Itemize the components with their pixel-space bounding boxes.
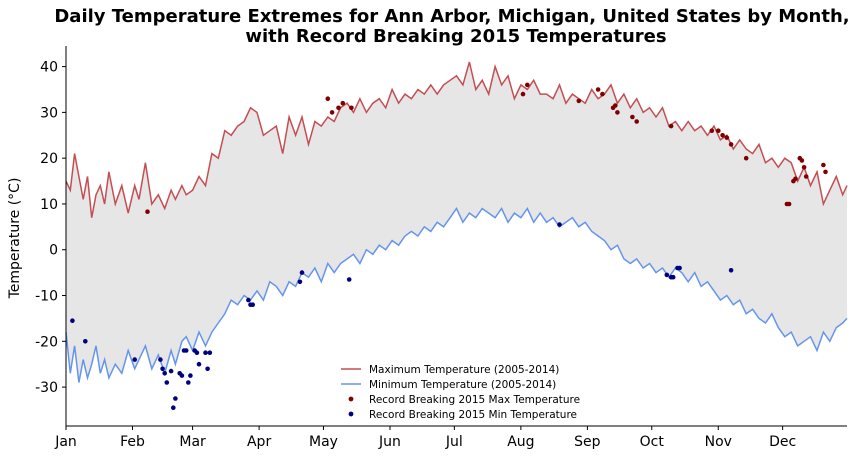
temperature-range-band bbox=[66, 62, 847, 383]
record-min-point bbox=[160, 366, 165, 372]
legend: Maximum Temperature (2005-2014) Minimum … bbox=[341, 364, 580, 421]
record-max-point bbox=[600, 91, 605, 97]
max-temperature-line bbox=[65, 61, 848, 218]
x-tick-label: Mar bbox=[179, 434, 206, 450]
record-min-point bbox=[677, 265, 682, 271]
record-max-point bbox=[803, 174, 809, 179]
record-min-point bbox=[158, 357, 163, 362]
x-tick-label: Dec bbox=[769, 434, 796, 450]
record-min-point bbox=[205, 366, 210, 372]
record-max-point bbox=[743, 155, 749, 161]
record-max-point bbox=[716, 128, 721, 133]
x-tick-label: Feb bbox=[120, 434, 145, 450]
record-min-point bbox=[194, 350, 200, 356]
record-max-point bbox=[709, 128, 715, 133]
y-tick-label: 40 bbox=[40, 60, 58, 76]
x-tick-label: Nov bbox=[705, 434, 732, 450]
chart-title-line2: with Record Breaking 2015 Temperatures bbox=[245, 26, 666, 47]
y-tick-label: -10 bbox=[35, 289, 58, 305]
record-min-point bbox=[246, 297, 251, 303]
record-min-point bbox=[162, 371, 167, 376]
record-max-point bbox=[336, 105, 341, 111]
record-max-point bbox=[145, 209, 150, 214]
record-max-point bbox=[801, 165, 807, 170]
legend-record-min-label: Record Breaking 2015 Min Temperature bbox=[369, 409, 577, 421]
record-max-points bbox=[145, 82, 828, 214]
y-tick-label: 30 bbox=[40, 105, 58, 121]
record-min-point bbox=[171, 405, 176, 411]
x-ticks: Jan Feb Mar Apr May Jun Jul Aug Sep Oct Nov Dec bbox=[54, 426, 796, 450]
record-min-point bbox=[664, 272, 670, 278]
plot-area bbox=[65, 61, 848, 411]
record-max-point bbox=[668, 123, 674, 129]
record-min-point bbox=[186, 380, 191, 385]
record-max-point bbox=[615, 110, 620, 115]
y-axis-label: Temperature (°C) bbox=[7, 178, 23, 300]
x-tick-label: Apr bbox=[247, 434, 271, 450]
x-tick-label: Jan bbox=[54, 434, 77, 450]
record-min-point bbox=[164, 380, 170, 385]
record-min-point bbox=[728, 268, 734, 273]
x-tick-label: Jun bbox=[378, 434, 401, 450]
y-tick-label: -30 bbox=[35, 380, 58, 396]
record-min-point bbox=[346, 277, 352, 282]
record-min-point bbox=[670, 274, 676, 280]
record-max-point bbox=[329, 110, 335, 115]
x-tick-label: Oct bbox=[640, 434, 665, 450]
record-min-point bbox=[83, 339, 88, 344]
record-max-point bbox=[720, 133, 725, 138]
x-tick-label: May bbox=[309, 434, 338, 450]
record-min-point bbox=[70, 318, 75, 324]
record-max-point bbox=[325, 96, 331, 101]
record-min-point bbox=[132, 357, 137, 362]
record-min-point bbox=[188, 373, 193, 378]
record-max-point bbox=[349, 105, 354, 111]
record-max-point bbox=[728, 142, 734, 147]
x-tick-label: Jul bbox=[445, 434, 463, 450]
record-min-point bbox=[297, 279, 303, 285]
record-max-point bbox=[823, 169, 828, 175]
x-tick-label: Sep bbox=[574, 434, 601, 450]
record-min-point bbox=[179, 373, 185, 378]
y-tick-label: 0 bbox=[49, 243, 58, 259]
y-tick-label: 10 bbox=[40, 197, 58, 213]
record-min-point bbox=[557, 222, 562, 227]
axes: -30 -20 -10 0 10 20 30 40 Jan Feb Mar Apr May Jun Jul… bbox=[35, 46, 847, 450]
record-max-point bbox=[724, 135, 730, 140]
record-max-point bbox=[786, 201, 792, 207]
record-min-point bbox=[250, 302, 255, 308]
record-min-point bbox=[207, 350, 213, 356]
record-max-point bbox=[799, 158, 805, 163]
y-tick-label: -20 bbox=[35, 334, 58, 350]
record-min-point bbox=[168, 368, 174, 374]
record-max-point bbox=[613, 103, 618, 108]
record-max-point bbox=[595, 87, 601, 92]
y-tick-label: 20 bbox=[40, 151, 58, 167]
record-min-point bbox=[173, 396, 178, 401]
record-min-point bbox=[196, 361, 202, 367]
record-min-point bbox=[203, 350, 208, 356]
record-min-point bbox=[299, 270, 305, 275]
min-temperature-line bbox=[65, 206, 848, 383]
legend-record-max-label: Record Breaking 2015 Max Temperature bbox=[369, 394, 580, 406]
record-max-point bbox=[821, 162, 826, 168]
chart-title-line1: Daily Temperature Extremes for Ann Arbor… bbox=[54, 6, 849, 27]
legend-max-label: Maximum Temperature (2005-2014) bbox=[369, 364, 559, 376]
record-max-point bbox=[634, 119, 639, 124]
record-max-point bbox=[340, 100, 346, 106]
record-min-point bbox=[183, 348, 189, 353]
legend-record-min-marker bbox=[348, 411, 354, 417]
record-min-points bbox=[70, 222, 734, 411]
legend-record-max-marker bbox=[348, 396, 354, 402]
record-max-point bbox=[525, 82, 530, 88]
x-tick-label: Aug bbox=[507, 434, 534, 450]
record-max-point bbox=[520, 91, 526, 97]
record-max-point bbox=[793, 176, 798, 182]
record-max-point bbox=[576, 98, 582, 104]
record-max-point bbox=[630, 114, 635, 120]
legend-min-label: Minimum Temperature (2005-2014) bbox=[369, 379, 556, 391]
y-ticks: -30 -20 -10 0 10 20 30 40 bbox=[35, 60, 66, 396]
